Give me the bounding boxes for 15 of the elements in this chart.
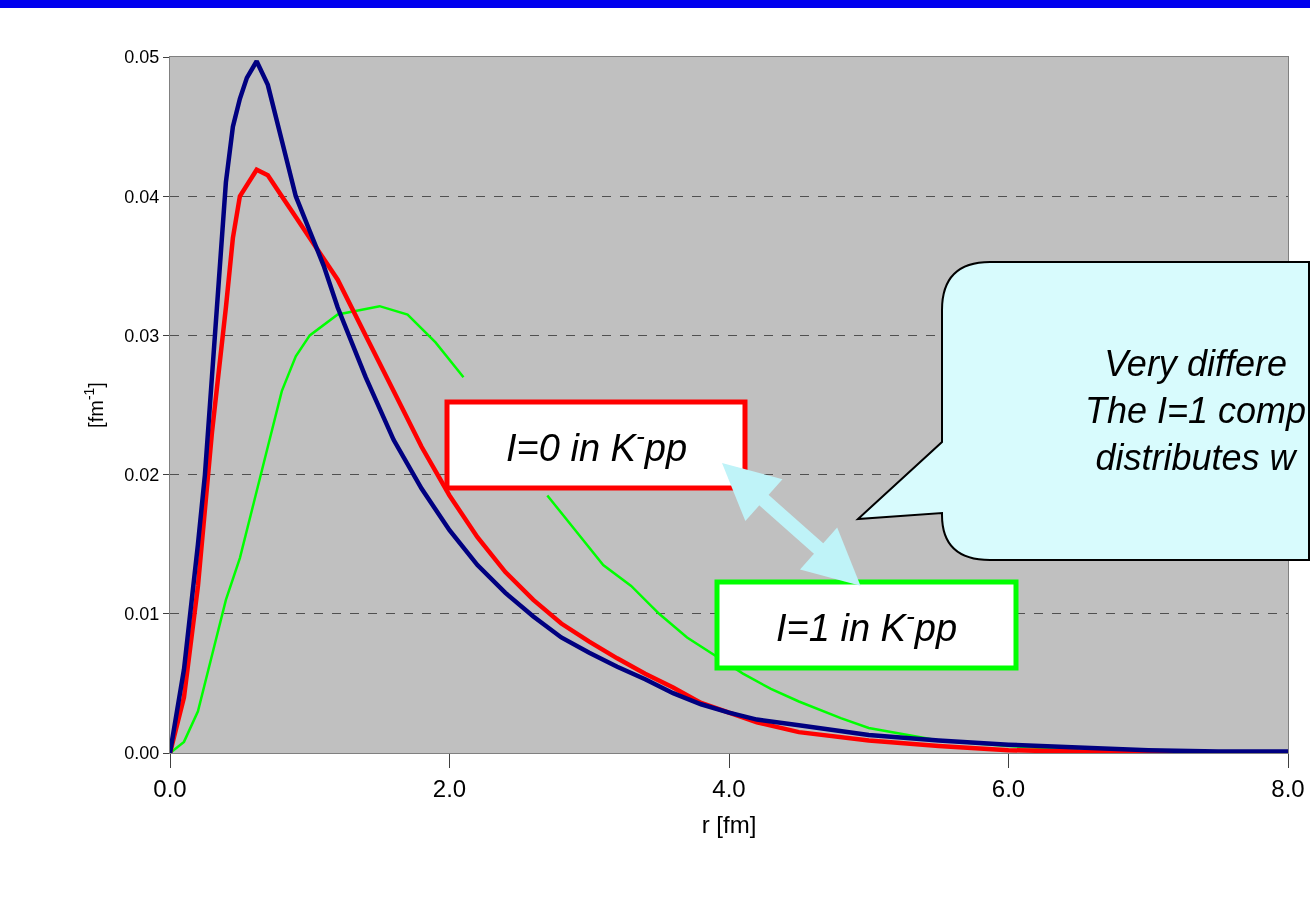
annotation: Very differe The I=1 comp distributes w	[1085, 343, 1307, 478]
x-tick-label: 6.0	[991, 774, 1026, 802]
y-tick-label: 0.00	[124, 743, 160, 764]
y-tick-label: 0.05	[124, 47, 160, 68]
y-tick-label: 0.04	[124, 186, 160, 207]
x-tick-label: 2.0	[432, 774, 467, 802]
annotation: I=0 in K$^{-}$pp	[506, 421, 688, 469]
y-tick-label: 0.03	[124, 325, 160, 346]
y-tick-label: 0.02	[124, 464, 160, 485]
y-tick-label: 0.01	[124, 604, 160, 625]
x-tick-label: 0.0	[153, 774, 187, 802]
x-axis-title: r [fm]	[701, 811, 757, 839]
annotation: I=1 in K$^{-}$pp	[776, 601, 958, 649]
x-tick-label: 8.0	[1271, 774, 1305, 802]
x-tick-label: 4.0	[712, 774, 746, 802]
